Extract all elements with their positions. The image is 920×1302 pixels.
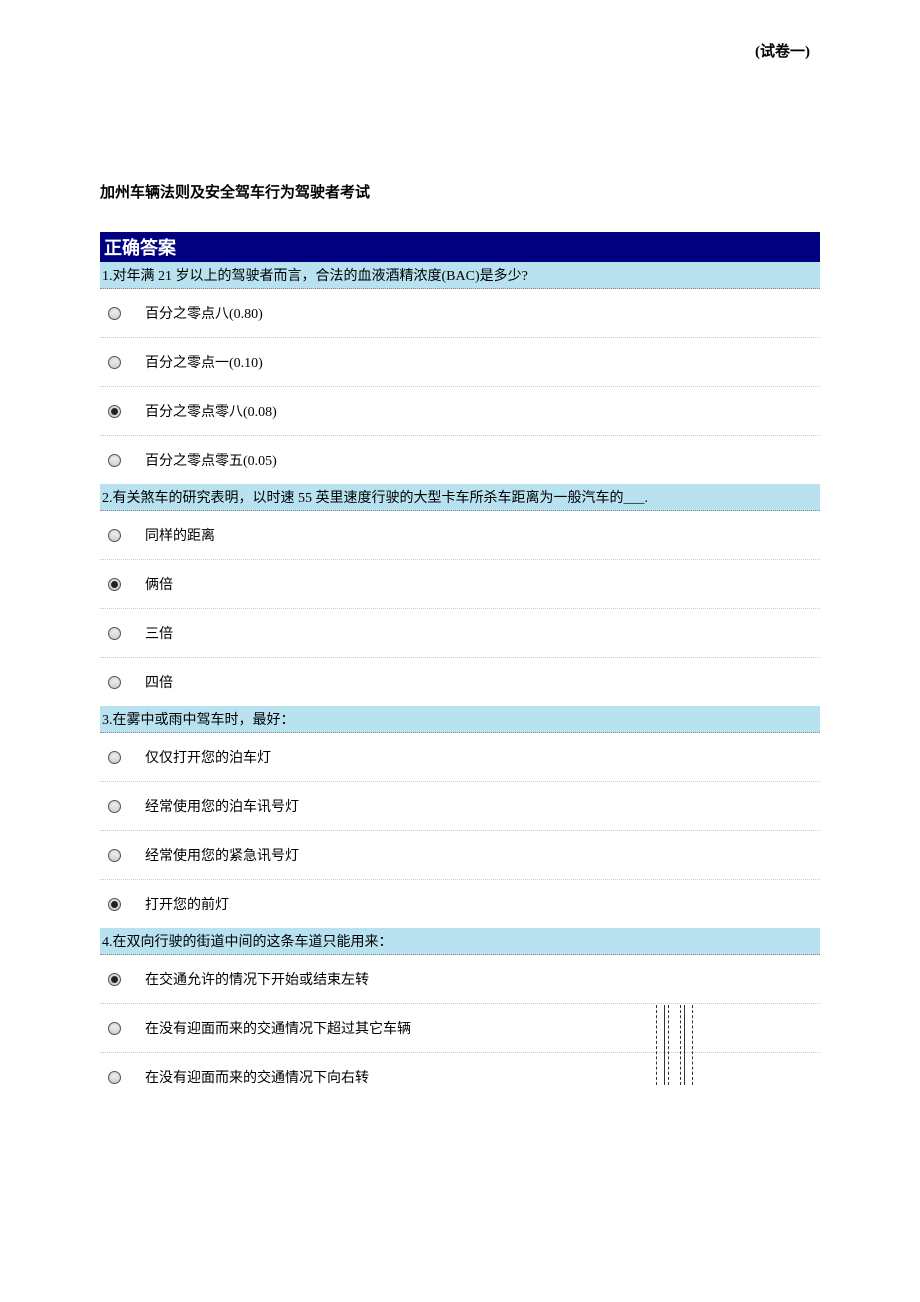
radio-button[interactable] xyxy=(108,578,121,591)
radio-button[interactable] xyxy=(108,849,121,862)
option[interactable]: 打开您的前灯 xyxy=(100,880,820,928)
radio-button[interactable] xyxy=(108,356,121,369)
option[interactable]: 俩倍 xyxy=(100,560,820,609)
option[interactable]: 三倍 xyxy=(100,609,820,658)
option-label: 在没有迎面而来的交通情况下向右转 xyxy=(145,1067,369,1087)
questions-container: 1.对年满 21 岁以上的驾驶者而言，合法的血液酒精浓度(BAC)是多少? 百分之… xyxy=(100,262,820,1101)
radio-button[interactable] xyxy=(108,1022,121,1035)
option-label: 在没有迎面而来的交通情况下超过其它车辆 xyxy=(145,1018,411,1038)
option-label: 百分之零点零八(0.08) xyxy=(145,401,277,421)
radio-button[interactable] xyxy=(108,1071,121,1084)
question-1: 1.对年满 21 岁以上的驾驶者而言，合法的血液酒精浓度(BAC)是多少? xyxy=(100,262,820,289)
option[interactable]: 百分之零点零八(0.08) xyxy=(100,387,820,436)
radio-button[interactable] xyxy=(108,973,121,986)
radio-button[interactable] xyxy=(108,454,121,467)
option-label: 百分之零点零五(0.05) xyxy=(145,450,277,470)
option[interactable]: 经常使用您的泊车讯号灯 xyxy=(100,782,820,831)
question-4: 4.在双向行驶的街道中间的这条车道只能用来： xyxy=(100,928,820,955)
option[interactable]: 百分之零点一(0.10) xyxy=(100,338,820,387)
option-label: 在交通允许的情况下开始或结束左转 xyxy=(145,969,369,989)
lane-diagram xyxy=(650,1005,700,1085)
radio-button[interactable] xyxy=(108,751,121,764)
option[interactable]: 同样的距离 xyxy=(100,511,820,560)
option-label: 打开您的前灯 xyxy=(145,894,229,914)
option-label: 经常使用您的紧急讯号灯 xyxy=(145,845,299,865)
radio-button[interactable] xyxy=(108,529,121,542)
option-label: 同样的距离 xyxy=(145,525,215,545)
option[interactable]: 四倍 xyxy=(100,658,820,706)
radio-button[interactable] xyxy=(108,676,121,689)
option[interactable]: 在没有迎面而来的交通情况下向右转 xyxy=(100,1053,820,1101)
option[interactable]: 百分之零点八(0.80) xyxy=(100,289,820,338)
radio-button[interactable] xyxy=(108,405,121,418)
option-label: 百分之零点八(0.80) xyxy=(145,303,263,323)
option[interactable]: 在交通允许的情况下开始或结束左转 xyxy=(100,955,820,1004)
answer-header: 正确答案 xyxy=(100,232,820,262)
option-label: 百分之零点一(0.10) xyxy=(145,352,263,372)
option[interactable]: 仅仅打开您的泊车灯 xyxy=(100,733,820,782)
option-label: 仅仅打开您的泊车灯 xyxy=(145,747,271,767)
radio-button[interactable] xyxy=(108,307,121,320)
option-label: 经常使用您的泊车讯号灯 xyxy=(145,796,299,816)
option-label: 三倍 xyxy=(145,623,173,643)
question-4-container: 在交通允许的情况下开始或结束左转在没有迎面而来的交通情况下超过其它车辆在没有迎面… xyxy=(100,955,820,1101)
radio-button[interactable] xyxy=(108,898,121,911)
option[interactable]: 百分之零点零五(0.05) xyxy=(100,436,820,484)
question-2: 2.有关煞车的研究表明，以时速 55 英里速度行驶的大型卡车所杀车距离为一般汽车… xyxy=(100,484,820,511)
option[interactable]: 经常使用您的紧急讯号灯 xyxy=(100,831,820,880)
radio-button[interactable] xyxy=(108,627,121,640)
top-label: (试卷一) xyxy=(100,40,820,61)
option-label: 四倍 xyxy=(145,672,173,692)
page-title: 加州车辆法则及安全驾车行为驾驶者考试 xyxy=(100,181,820,202)
question-3: 3.在雾中或雨中驾车时，最好： xyxy=(100,706,820,733)
option[interactable]: 在没有迎面而来的交通情况下超过其它车辆 xyxy=(100,1004,820,1053)
option-label: 俩倍 xyxy=(145,574,173,594)
radio-button[interactable] xyxy=(108,800,121,813)
